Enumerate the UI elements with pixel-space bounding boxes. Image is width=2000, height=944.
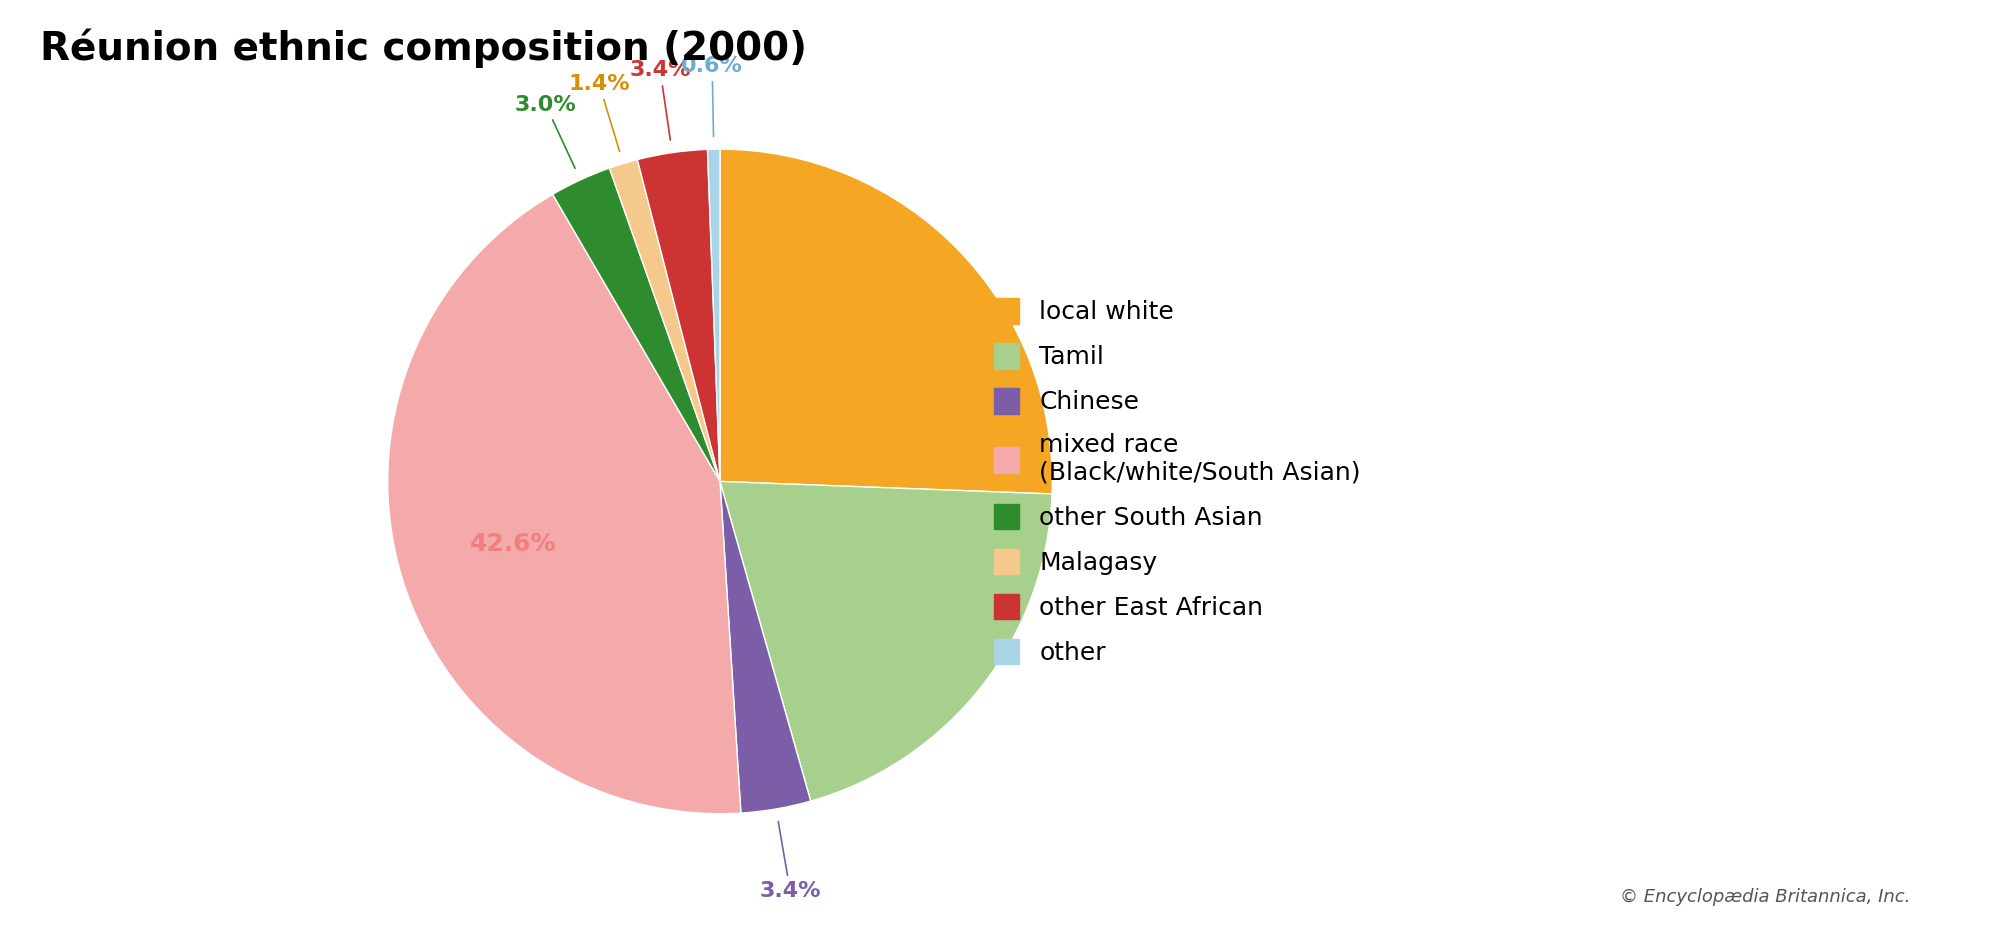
Text: 1.4%: 1.4%: [568, 74, 630, 151]
Wedge shape: [720, 481, 810, 813]
Text: 0.6%: 0.6%: [682, 56, 744, 137]
Wedge shape: [720, 149, 1052, 494]
Text: © Encyclopædia Britannica, Inc.: © Encyclopædia Britannica, Inc.: [1620, 888, 1910, 906]
Wedge shape: [708, 149, 720, 481]
Wedge shape: [720, 481, 1052, 801]
Wedge shape: [610, 160, 720, 481]
Text: 3.4%: 3.4%: [630, 60, 690, 140]
Wedge shape: [388, 194, 740, 814]
Legend: local white, Tamil, Chinese, mixed race
(Black/white/South Asian), other South A: local white, Tamil, Chinese, mixed race …: [982, 285, 1374, 678]
Text: 20.0%: 20.0%: [846, 603, 934, 627]
Text: 25.6%: 25.6%: [832, 320, 918, 344]
Text: 42.6%: 42.6%: [470, 532, 556, 556]
Wedge shape: [638, 149, 720, 481]
Wedge shape: [552, 168, 720, 481]
Text: 3.0%: 3.0%: [514, 94, 576, 168]
Text: Réunion ethnic composition (2000): Réunion ethnic composition (2000): [40, 28, 808, 68]
Text: 3.4%: 3.4%: [760, 821, 820, 901]
